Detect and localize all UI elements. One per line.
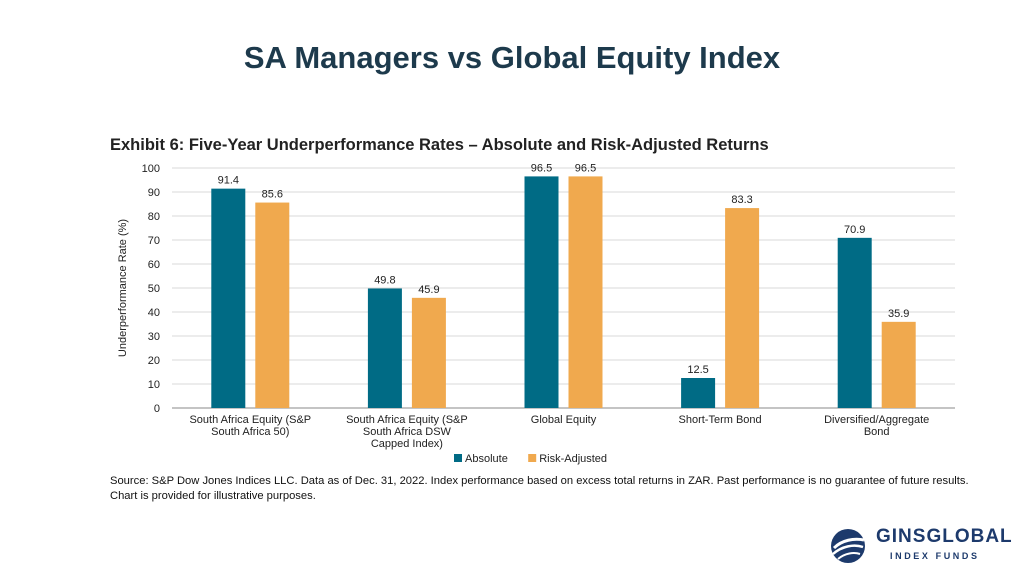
data-label: 83.3 [731, 194, 752, 206]
legend-label: Absolute [465, 453, 508, 465]
y-tick-label: 100 [142, 163, 160, 175]
y-tick-label: 70 [148, 235, 160, 247]
data-label: 70.9 [844, 224, 865, 236]
data-label: 49.8 [374, 274, 395, 286]
x-tick-label: South Africa Equity (S&P [346, 414, 468, 426]
bar [568, 176, 603, 408]
bar [837, 237, 872, 408]
y-tick-label: 0 [154, 403, 160, 415]
bar [367, 288, 402, 408]
chart-title: Exhibit 6: Five-Year Underperformance Ra… [110, 136, 769, 154]
bar [681, 378, 716, 408]
bar-chart: 0 10 20 30 40 50 60 70 80 90 100 Underperformance R… [117, 162, 955, 465]
y-tick-label: 40 [148, 307, 160, 319]
x-tick-label: Global Equity [531, 414, 597, 426]
bar [725, 208, 760, 408]
data-label: 35.9 [888, 308, 909, 320]
logo-name: GINSGLOBAL [876, 526, 1013, 547]
x-tick-label: Bond [864, 426, 890, 438]
x-tick-label: Capped Index) [371, 438, 443, 450]
y-tick-label: 30 [148, 331, 160, 343]
slide-title: SA Managers vs Global Equity Index [243, 40, 781, 75]
y-axis-label: Underperformance Rate (%) [117, 219, 129, 357]
bar [411, 297, 446, 408]
data-label: 85.6 [262, 189, 283, 201]
bar [255, 202, 290, 408]
data-label: 96.5 [531, 162, 552, 174]
x-tick-label: Short-Term Bond [679, 414, 762, 426]
source-note: Source: S&P Dow Jones Indices LLC. Data … [110, 475, 969, 502]
legend-label: Risk-Adjusted [539, 453, 607, 465]
y-tick-label: 20 [148, 355, 160, 367]
y-tick-label: 10 [148, 379, 160, 391]
legend-swatch [528, 454, 537, 462]
globe-swoosh-icon [831, 529, 865, 563]
y-tick-label: 50 [148, 283, 160, 295]
x-tick-label: Diversified/Aggregate [824, 414, 929, 426]
bar [211, 188, 246, 408]
data-label: 96.5 [575, 162, 596, 174]
bar [881, 321, 916, 408]
x-tick-label: South Africa DSW [363, 426, 452, 438]
data-label: 91.4 [218, 175, 239, 187]
y-tick-label: 90 [148, 187, 160, 199]
legend-swatch [454, 454, 462, 462]
x-tick-label: South Africa Equity (S&P [189, 414, 311, 426]
y-tick-label: 80 [148, 211, 160, 223]
logo-subtitle: INDEX FUNDS [890, 551, 980, 561]
y-tick-label: 60 [148, 259, 160, 271]
x-tick-label: South Africa 50) [211, 426, 289, 438]
company-logo: GINSGLOBAL INDEX FUNDS [830, 524, 1012, 568]
data-label: 45.9 [418, 284, 439, 296]
data-label: 12.5 [687, 364, 708, 376]
bar [524, 176, 559, 408]
